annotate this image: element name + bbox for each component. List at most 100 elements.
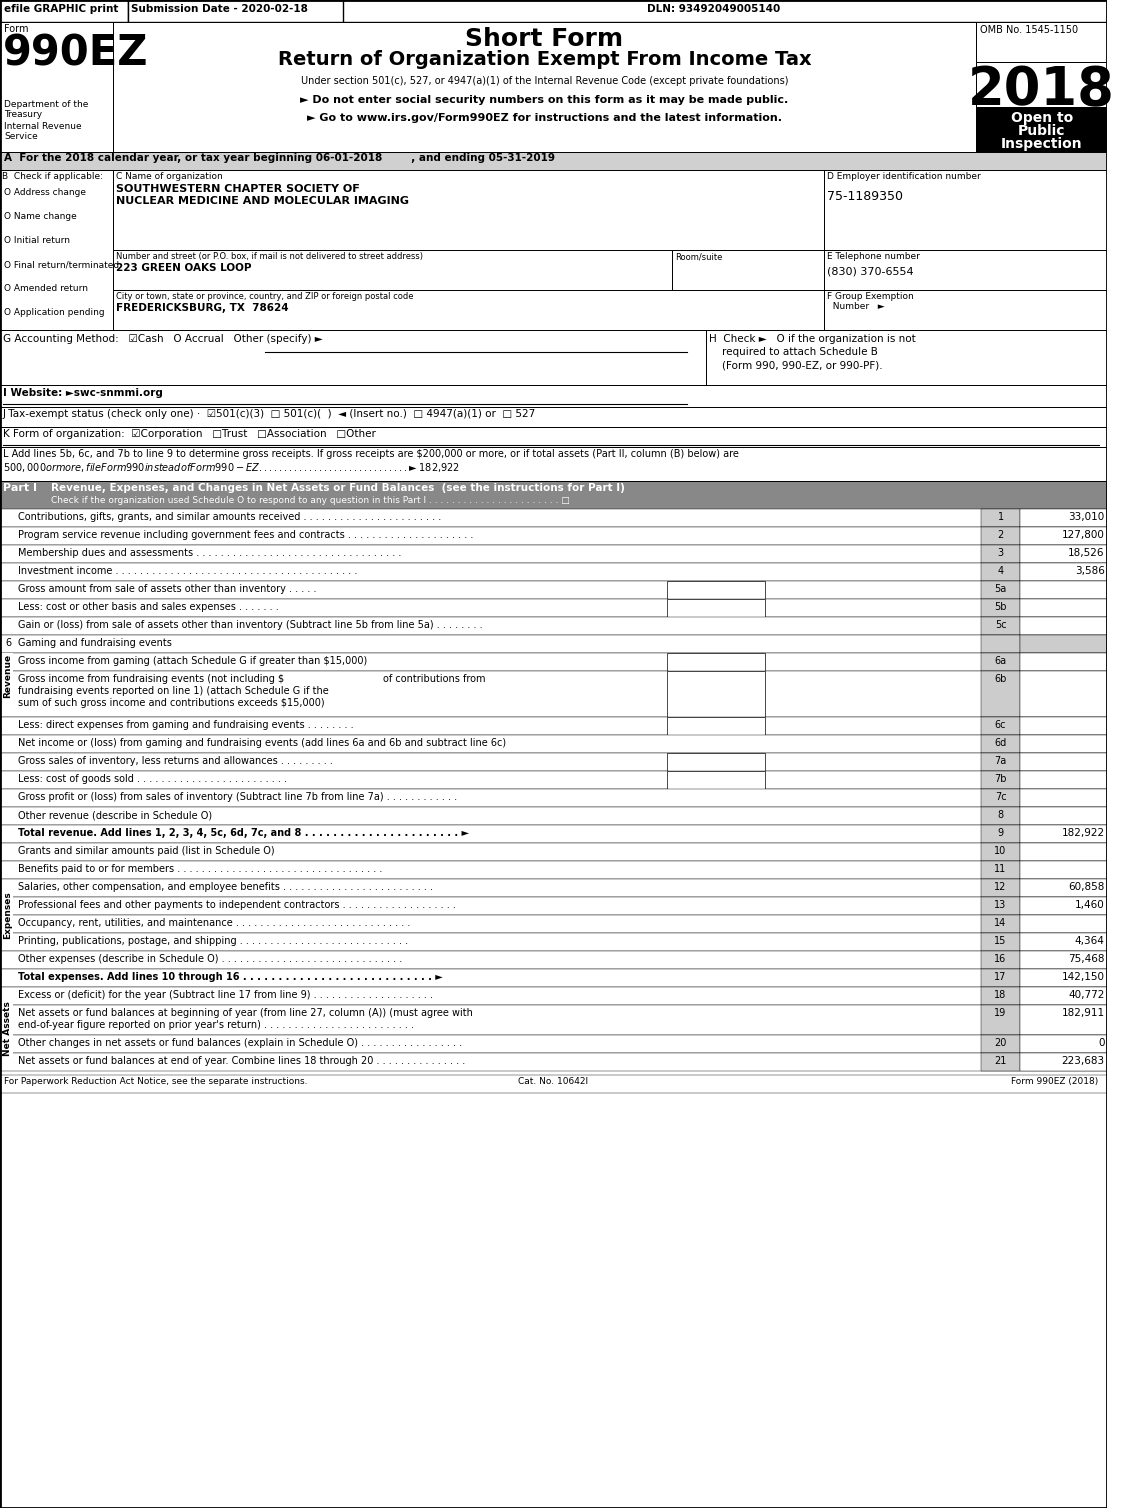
- Bar: [0, 0, 128, 23]
- Bar: [0, 481, 1108, 510]
- Bar: [981, 716, 1021, 734]
- Text: Other revenue (describe in Schedule O): Other revenue (describe in Schedule O): [18, 810, 212, 820]
- Bar: [0, 407, 1108, 427]
- Text: 6c: 6c: [995, 719, 1006, 730]
- Text: Membership dues and assessments . . . . . . . . . . . . . . . . . . . . . . . . : Membership dues and assessments . . . . …: [18, 547, 401, 558]
- Text: Less: direct expenses from gaming and fundraising events . . . . . . . .: Less: direct expenses from gaming and fu…: [18, 719, 353, 730]
- Text: 127,800: 127,800: [1061, 529, 1104, 540]
- Bar: [1021, 970, 1108, 988]
- Text: FREDERICKSBURG, TX  78624: FREDERICKSBURG, TX 78624: [116, 303, 288, 314]
- Bar: [981, 915, 1021, 933]
- Text: Net income or (loss) from gaming and fundraising events (add lines 6a and 6b and: Net income or (loss) from gaming and fun…: [18, 737, 506, 748]
- Bar: [0, 952, 1108, 970]
- Text: Number   ►: Number ►: [826, 302, 884, 311]
- Bar: [0, 1004, 1108, 1034]
- Bar: [1021, 807, 1108, 825]
- Text: fundraising events reported on line 1) (attach Schedule G if the: fundraising events reported on line 1) (…: [18, 686, 329, 697]
- Text: G Accounting Method:   ☑Cash   O Accrual   Other (specify) ►: G Accounting Method: ☑Cash O Accrual Oth…: [3, 333, 323, 344]
- Text: 182,911: 182,911: [1061, 1007, 1104, 1018]
- Text: Total expenses. Add lines 10 through 16 . . . . . . . . . . . . . . . . . . . . : Total expenses. Add lines 10 through 16 …: [18, 973, 443, 982]
- Text: Professional fees and other payments to independent contractors . . . . . . . . : Professional fees and other payments to …: [18, 900, 455, 909]
- Text: Other expenses (describe in Schedule O) . . . . . . . . . . . . . . . . . . . . : Other expenses (describe in Schedule O) …: [18, 955, 402, 964]
- Text: O Amended return: O Amended return: [3, 284, 88, 293]
- Bar: [981, 617, 1021, 635]
- Bar: [1021, 1053, 1108, 1071]
- Bar: [0, 446, 1108, 481]
- Text: 20: 20: [995, 1038, 1007, 1048]
- Text: B  Check if applicable:: B Check if applicable:: [2, 172, 103, 181]
- Bar: [0, 879, 1108, 897]
- Bar: [707, 330, 1108, 385]
- Text: Open to: Open to: [1010, 112, 1073, 125]
- Bar: [1021, 879, 1108, 897]
- Bar: [981, 970, 1021, 988]
- Bar: [0, 152, 1108, 170]
- Text: ► Go to www.irs.gov/Form990EZ for instructions and the latest information.: ► Go to www.irs.gov/Form990EZ for instru…: [307, 113, 782, 124]
- Bar: [1021, 716, 1108, 734]
- Bar: [1021, 915, 1108, 933]
- Bar: [981, 933, 1021, 952]
- Text: Net assets or fund balances at end of year. Combine lines 18 through 20 . . . . : Net assets or fund balances at end of ye…: [18, 1056, 465, 1066]
- Text: 2: 2: [997, 529, 1004, 540]
- Bar: [0, 752, 1108, 771]
- Text: Inspection: Inspection: [1001, 137, 1083, 151]
- Text: SOUTHWESTERN CHAPTER SOCIETY OF: SOUTHWESTERN CHAPTER SOCIETY OF: [116, 184, 359, 195]
- Bar: [981, 789, 1021, 807]
- Text: 18: 18: [995, 989, 1007, 1000]
- Text: Total revenue. Add lines 1, 2, 3, 4, 5c, 6d, 7c, and 8 . . . . . . . . . . . . .: Total revenue. Add lines 1, 2, 3, 4, 5c,…: [18, 828, 469, 838]
- Text: NUCLEAR MEDICINE AND MOLECULAR IMAGING: NUCLEAR MEDICINE AND MOLECULAR IMAGING: [116, 196, 409, 207]
- Bar: [824, 290, 1108, 330]
- Text: Other changes in net assets or fund balances (explain in Schedule O) . . . . . .: Other changes in net assets or fund bala…: [18, 1038, 462, 1048]
- Text: Grants and similar amounts paid (list in Schedule O): Grants and similar amounts paid (list in…: [18, 846, 274, 857]
- Bar: [1021, 510, 1108, 526]
- Text: Short Form: Short Form: [465, 27, 623, 51]
- Bar: [128, 0, 343, 23]
- Bar: [113, 290, 824, 330]
- Bar: [0, 617, 1108, 635]
- Text: 4,364: 4,364: [1075, 936, 1104, 946]
- Bar: [0, 789, 1108, 807]
- Bar: [1021, 1004, 1108, 1034]
- Bar: [0, 734, 1108, 752]
- Text: 1: 1: [998, 513, 1004, 522]
- Bar: [0, 915, 1108, 933]
- Text: efile GRAPHIC print: efile GRAPHIC print: [3, 5, 119, 14]
- Bar: [824, 250, 1108, 290]
- Bar: [981, 988, 1021, 1004]
- Bar: [667, 771, 765, 789]
- Text: Gain or (loss) from sale of assets other than inventory (Subtract line 5b from l: Gain or (loss) from sale of assets other…: [18, 620, 482, 630]
- Bar: [0, 562, 1108, 581]
- Bar: [977, 107, 1108, 152]
- Text: 60,858: 60,858: [1068, 882, 1104, 893]
- Bar: [981, 581, 1021, 599]
- Text: J Tax-exempt status (check only one) ·  ☑501(c)(3)  □ 501(c)(  )  ◄ (Insert no.): J Tax-exempt status (check only one) · ☑…: [3, 409, 536, 419]
- Bar: [981, 526, 1021, 544]
- Bar: [0, 544, 1108, 562]
- Text: 142,150: 142,150: [1061, 973, 1104, 982]
- Text: 7c: 7c: [995, 792, 1006, 802]
- Bar: [981, 897, 1021, 915]
- Bar: [667, 581, 765, 599]
- Text: of contributions from: of contributions from: [383, 674, 485, 685]
- Text: 11: 11: [995, 864, 1007, 875]
- Text: O Address change: O Address change: [3, 188, 86, 198]
- Bar: [981, 599, 1021, 617]
- Bar: [1021, 617, 1108, 635]
- Bar: [0, 861, 1108, 879]
- Bar: [981, 562, 1021, 581]
- Text: O Final return/terminated: O Final return/terminated: [3, 259, 119, 268]
- Bar: [0, 771, 1108, 789]
- Text: 0: 0: [1099, 1038, 1104, 1048]
- Bar: [1021, 544, 1108, 562]
- Bar: [981, 671, 1021, 716]
- Bar: [0, 933, 1108, 952]
- Bar: [981, 843, 1021, 861]
- Text: 5c: 5c: [995, 620, 1006, 630]
- Bar: [0, 843, 1108, 861]
- Text: Part I: Part I: [3, 483, 37, 493]
- Text: Service: Service: [3, 133, 37, 142]
- Text: ► Do not enter social security numbers on this form as it may be made public.: ► Do not enter social security numbers o…: [300, 95, 788, 106]
- Bar: [1021, 897, 1108, 915]
- Bar: [0, 1034, 1108, 1053]
- Bar: [1021, 771, 1108, 789]
